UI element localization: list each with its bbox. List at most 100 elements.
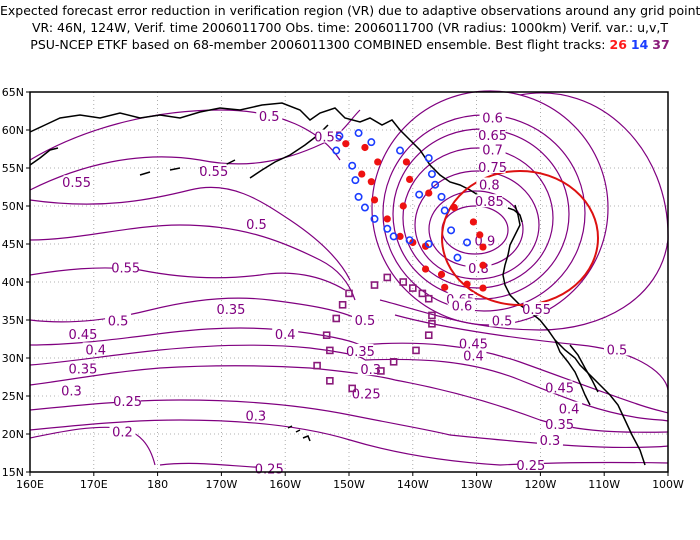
title-line-2: VR: 46N, 124W, Verif. time 2006011700 Ob… [31, 20, 669, 35]
contour-label: 0.4 [559, 403, 580, 418]
contour-label-background [517, 457, 544, 471]
blue-track-point [383, 224, 392, 233]
blue-track-point [370, 214, 379, 223]
contour-label: 0.25 [255, 463, 284, 478]
contour-label-background [546, 416, 573, 430]
contour-0.3-east [449, 434, 669, 449]
contour-label: 0.65 [478, 129, 507, 144]
title-line-3-prefix: PSU-NCEP ETKF based on 68-member 2006011… [30, 37, 606, 52]
x-tick-label: 170W [205, 478, 237, 491]
contour-label-background [82, 342, 109, 356]
contour-label-background [448, 298, 475, 312]
contour-label-background [489, 313, 516, 327]
contour-label-background [351, 312, 378, 326]
y-tick-label: 30N [2, 352, 24, 365]
purple-track-point [313, 361, 321, 370]
purple-track-point [338, 300, 347, 309]
y-tick-label: 55N [2, 162, 24, 175]
y-tick-label: 15N [2, 466, 24, 479]
purple-track-point [332, 314, 341, 323]
contour-label-background [479, 142, 506, 156]
purple-track-point [399, 278, 408, 286]
contour-label-background [603, 342, 630, 356]
contour-label: 0.55 [314, 131, 343, 146]
grid-lines [30, 92, 668, 472]
contour-label: 0.3 [360, 363, 381, 378]
track-number-blue: 14 [630, 37, 649, 52]
x-tick-label: 110W [588, 478, 620, 491]
x-tick-label: 180 [147, 478, 168, 491]
contour-label: 0.55 [199, 165, 228, 180]
contour-label-background [460, 348, 487, 362]
contour-0.35-east [394, 379, 669, 433]
blue-track-point [437, 192, 446, 201]
x-tick-label: 130W [461, 478, 493, 491]
red-track-point [374, 158, 382, 166]
gulf-of-california [569, 344, 599, 393]
contour-label-background [479, 128, 506, 142]
x-tick-label: 100W [652, 478, 684, 491]
x-tick-label: 160E [16, 478, 44, 491]
contour-label: 0.75 [478, 161, 507, 176]
contour-label-background [546, 380, 573, 394]
contour-label: 0.5 [246, 218, 267, 233]
contour-label: 0.4 [275, 328, 296, 343]
coastlines [29, 102, 646, 466]
purple-track-point [428, 311, 436, 320]
axis-tick-labels: 160E 170E 180 170W 160W 150W 140W 130W 120W 110W 1… [2, 86, 684, 491]
red-track-point [361, 143, 369, 152]
contour-label: 0.4 [85, 343, 106, 358]
kamchatka-coast [29, 147, 59, 166]
contour-0.5-east [394, 314, 669, 391]
contour-label-background [476, 177, 503, 191]
red-track-point [450, 203, 458, 212]
contour-0.5-mid [29, 224, 356, 301]
blue-track-point [348, 161, 357, 170]
title-line-3: PSU-NCEP ETKF based on 68-member 2006011… [0, 36, 700, 53]
contour-label: 0.25 [516, 459, 545, 474]
blue-track-point [335, 132, 344, 141]
contour-label: 0.45 [68, 328, 97, 343]
purple-track-point [408, 284, 417, 292]
contour-label: 0.35 [545, 418, 574, 433]
contour-0.55-west [29, 186, 351, 281]
contour-label-background [479, 160, 506, 173]
contour-label: 0.5 [259, 110, 280, 125]
blue-track-point [396, 146, 405, 155]
y-tick-label: 35N [2, 314, 24, 327]
blue-track-point [332, 146, 341, 155]
hawaii [287, 425, 311, 442]
contour-label-background [243, 217, 270, 230]
contour-label-background [63, 175, 90, 189]
contour-label-background [315, 129, 342, 143]
contour-label: 0.55 [62, 176, 91, 191]
contour-label: 0.3 [61, 384, 82, 399]
y-tick-label: 25N [2, 390, 24, 403]
contour-label-background [105, 313, 132, 327]
red-track-point [402, 158, 411, 166]
red-track-point [441, 283, 449, 291]
contour-0.45 [359, 342, 669, 414]
contour-label: 0.4 [463, 349, 484, 364]
alaska-coastline [29, 102, 486, 201]
x-tick-label: 150W [333, 478, 365, 491]
track-number-purple: 37 [652, 37, 670, 52]
blue-track-point [415, 190, 424, 199]
contour-label: 0.8 [479, 178, 500, 193]
contour-labels: 0.60.650.70.750.80.850.90.80.650.60.550.… [58, 109, 630, 478]
red-track-point [358, 170, 366, 178]
blue-track-point [405, 236, 414, 245]
contour-label: 0.6 [482, 112, 503, 127]
contour-label: 0.45 [545, 381, 574, 396]
contour-label: 0.35 [216, 303, 245, 318]
x-tick-label: 140W [397, 478, 429, 491]
y-tick-label: 50N [2, 200, 24, 213]
contour-label: 0.3 [540, 434, 561, 449]
verification-region-circle [441, 170, 599, 306]
contour-label-background [523, 302, 550, 316]
blue-track-point [360, 203, 369, 212]
red-track-point [421, 265, 430, 273]
purple-track-point [326, 346, 334, 355]
purple-track-point [345, 289, 353, 298]
blue-track-point [354, 192, 363, 201]
